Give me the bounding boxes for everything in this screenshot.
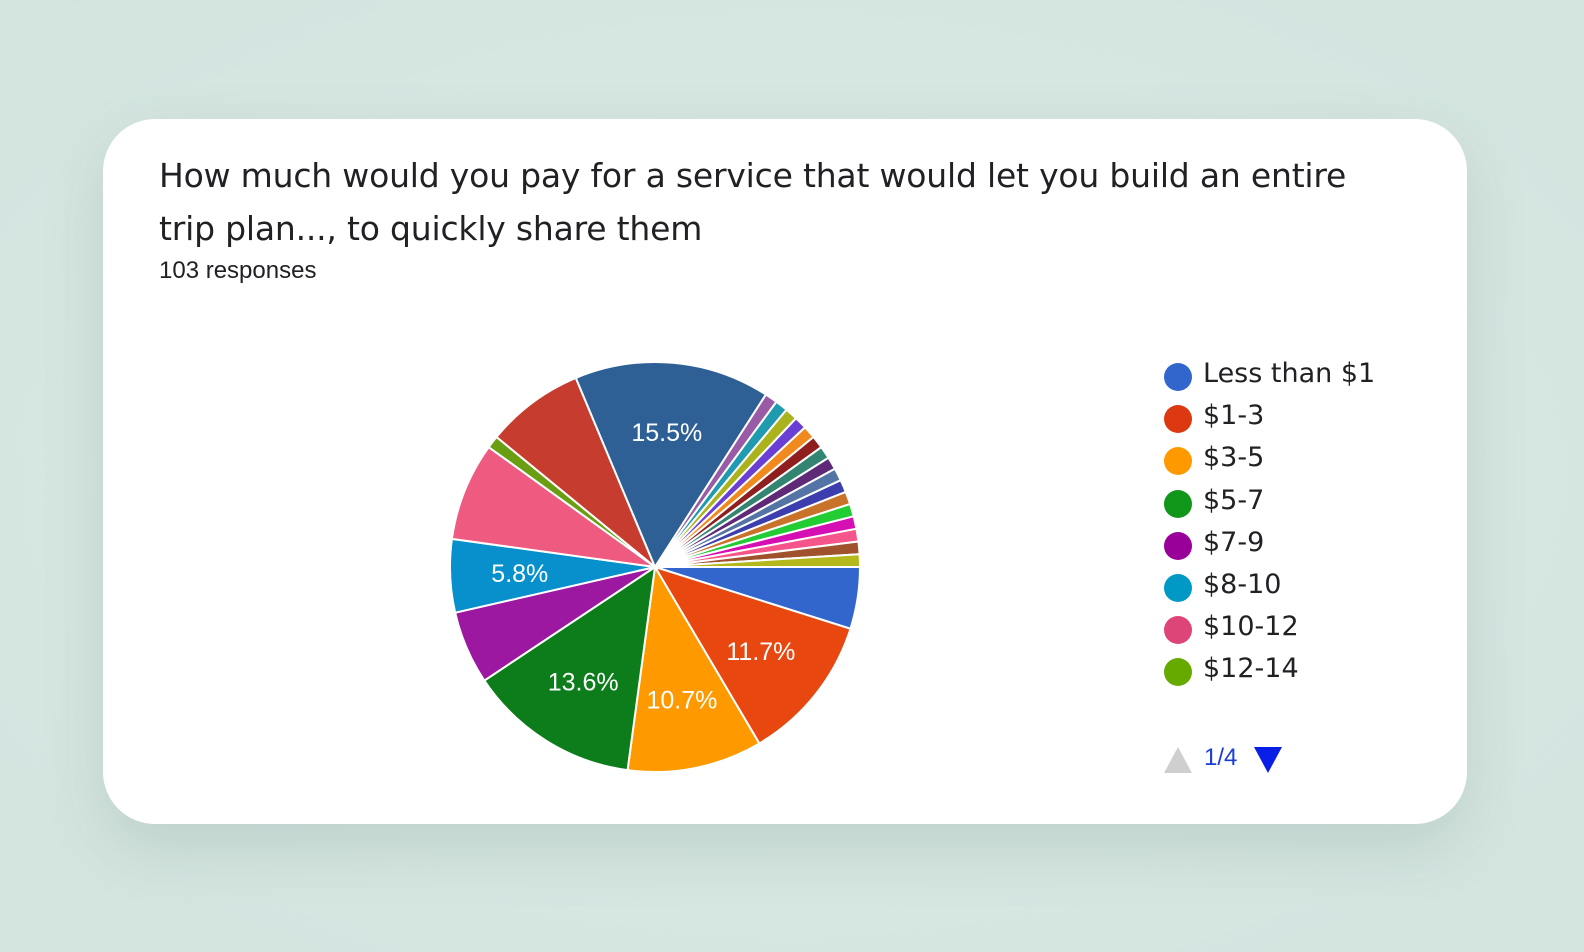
pie-slice-label: 5.8% [491, 560, 548, 588]
legend-item[interactable]: $12-14 [1164, 650, 1444, 692]
legend-item[interactable]: $5-7 [1164, 482, 1444, 524]
pie-slice[interactable] [654, 553, 862, 568]
legend-swatch [1164, 616, 1192, 645]
legend-item[interactable]: $10-12 [1164, 608, 1444, 650]
pie-slice-label: 11.7% [726, 638, 795, 666]
legend-label: $5-7 [1203, 484, 1265, 516]
legend-item[interactable]: Less than $1 [1164, 355, 1444, 397]
pie-slice[interactable] [495, 376, 656, 568]
pie-slice-label: 10.7% [646, 687, 717, 715]
legend-page-indicator: 1/4 [1204, 744, 1238, 771]
legend-pager: 1/4 [1164, 743, 1324, 779]
legend-swatch [1164, 531, 1192, 560]
pie-slice[interactable] [482, 564, 657, 772]
legend-item[interactable]: $1-3 [1164, 397, 1444, 439]
question-title: How much would you pay for a service tha… [159, 156, 1347, 248]
pie-slice-label: 15.5% [631, 419, 702, 447]
pie-slice-labels: 11.7% 10.7% 13.6% 5.8% 15.5% [491, 419, 795, 714]
pie-slices [449, 360, 862, 773]
pie-slice[interactable] [450, 445, 656, 568]
pie-slice-label: 13.6% [548, 669, 619, 697]
legend-item[interactable]: $7-9 [1164, 524, 1444, 566]
pie-chart: 11.7% 10.7% 13.6% 5.8% 15.5% [449, 360, 862, 773]
pie-slice[interactable] [626, 564, 761, 773]
pie-slice[interactable] [574, 360, 768, 570]
legend-label: Less than $1 [1203, 358, 1376, 389]
legend-item[interactable]: $8-10 [1164, 566, 1444, 608]
chart-legend: Less than $1 $1-3 $3-5 $5-7 $7-9 $8-10 $10-12 $… [1164, 355, 1444, 693]
legend-swatch [1164, 405, 1192, 434]
legend-swatch [1164, 363, 1192, 391]
legend-label: $3-5 [1203, 442, 1265, 474]
pie-slice[interactable] [652, 565, 852, 745]
legend-label: $7-9 [1203, 526, 1265, 558]
legend-item[interactable]: $3-5 [1164, 439, 1444, 481]
legend-label: $1-3 [1203, 400, 1265, 432]
legend-prev-arrow-icon[interactable] [1164, 747, 1192, 773]
chart-card: How much would you pay for a service tha… [103, 119, 1467, 824]
legend-next-arrow-icon[interactable] [1254, 747, 1282, 773]
legend-swatch [1164, 658, 1192, 687]
response-count: 103 responses [159, 257, 317, 284]
legend-swatch [1164, 573, 1192, 602]
legend-swatch [1164, 447, 1192, 476]
legend-label: $8-10 [1203, 568, 1282, 600]
legend-swatch [1164, 489, 1192, 518]
legend-label: $12-14 [1203, 653, 1299, 685]
legend-label: $10-12 [1203, 611, 1299, 643]
